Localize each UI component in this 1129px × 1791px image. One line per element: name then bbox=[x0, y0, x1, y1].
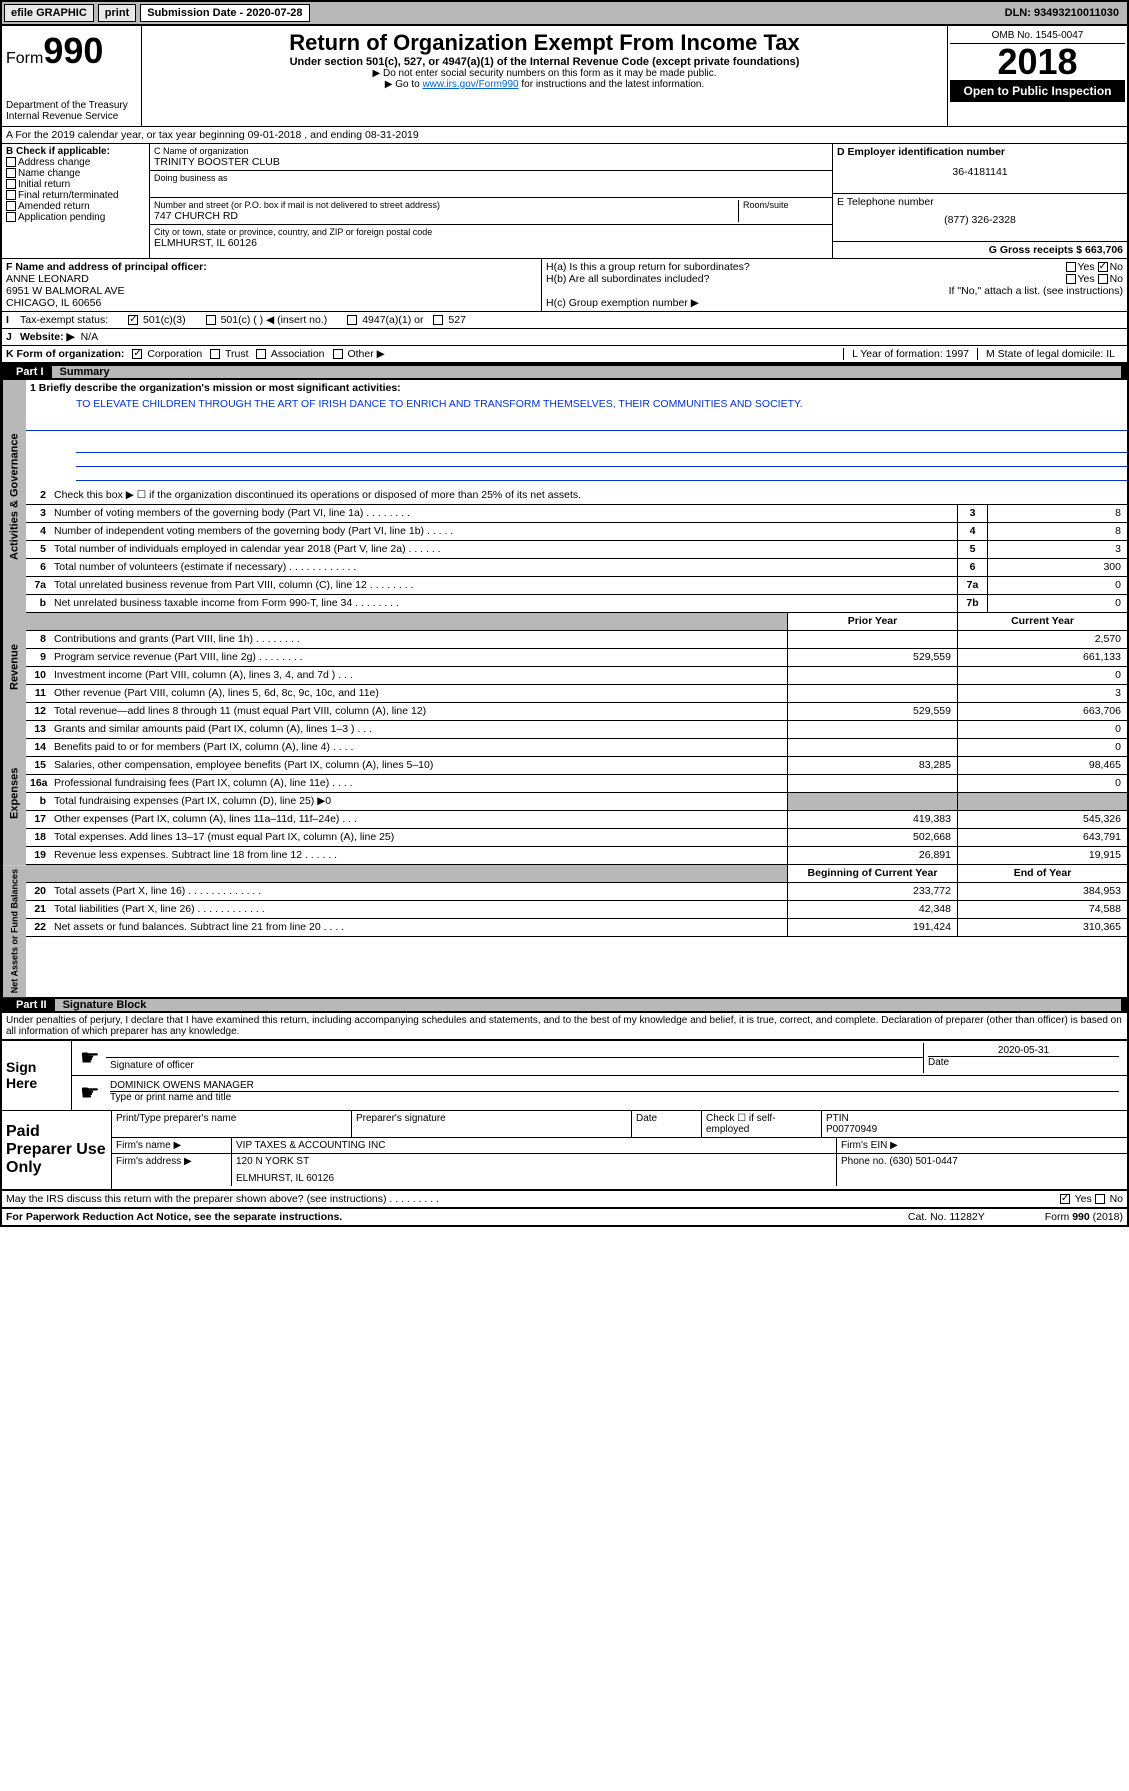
col-d: D Employer identification number 36-4181… bbox=[832, 144, 1127, 258]
irs-link[interactable]: www.irs.gov/Form990 bbox=[422, 79, 518, 90]
submission-date: Submission Date - 2020-07-28 bbox=[140, 4, 309, 22]
top-toolbar: efile GRAPHIC print Submission Date - 20… bbox=[0, 0, 1129, 26]
form-footer: For Paperwork Reduction Act Notice, see … bbox=[2, 1209, 1127, 1225]
org-name: TRINITY BOOSTER CLUB bbox=[154, 156, 828, 168]
ein: 36-4181141 bbox=[837, 166, 1123, 178]
row-j: J Website: ▶ N/A bbox=[2, 329, 1127, 346]
penalty-text: Under penalties of perjury, I declare th… bbox=[2, 1013, 1127, 1040]
summary-row: 12Total revenue—add lines 8 through 11 (… bbox=[26, 703, 1127, 721]
mission-text: TO ELEVATE CHILDREN THROUGH THE ART OF I… bbox=[26, 396, 1127, 431]
summary-row: 8Contributions and grants (Part VIII, li… bbox=[26, 631, 1127, 649]
summary-row: 6Total number of volunteers (estimate if… bbox=[26, 559, 1127, 577]
summary-net: Net Assets or Fund Balances Beginning of… bbox=[2, 865, 1127, 997]
summary-row: 4Number of independent voting members of… bbox=[26, 523, 1127, 541]
cb-initial: Initial return bbox=[6, 179, 145, 190]
summary-row: 13Grants and similar amounts paid (Part … bbox=[26, 721, 1127, 739]
gross-receipts: G Gross receipts $ 663,706 bbox=[833, 242, 1127, 258]
org-address: 747 CHURCH RD bbox=[154, 210, 738, 222]
form-subtitle: Under section 501(c), 527, or 4947(a)(1)… bbox=[150, 56, 939, 68]
sign-here: Sign Here ☛ Signature of officer 2020-05… bbox=[2, 1040, 1127, 1111]
ptin: P00770949 bbox=[826, 1124, 1123, 1135]
form-container: Form990 Department of the Treasury Inter… bbox=[0, 26, 1129, 1227]
summary-exp: Expenses 13Grants and similar amounts pa… bbox=[2, 721, 1127, 865]
form-title: Return of Organization Exempt From Incom… bbox=[150, 30, 939, 56]
part-1-header: Part I Summary bbox=[2, 364, 1127, 380]
summary-row: bNet unrelated business taxable income f… bbox=[26, 595, 1127, 613]
summary-row: 21Total liabilities (Part X, line 26) . … bbox=[26, 901, 1127, 919]
summary-row: 5Total number of individuals employed in… bbox=[26, 541, 1127, 559]
cb-amended: Amended return bbox=[6, 201, 145, 212]
paid-preparer: Paid Preparer Use Only Print/Type prepar… bbox=[2, 1111, 1127, 1191]
dln-label: DLN: 93493210011030 bbox=[1005, 7, 1125, 19]
hb-yes[interactable] bbox=[1066, 274, 1076, 284]
cb-address: Address change bbox=[6, 157, 145, 168]
ha-yes[interactable] bbox=[1066, 262, 1076, 272]
efile-button[interactable]: efile GRAPHIC bbox=[4, 4, 94, 22]
summary-row: bTotal fundraising expenses (Part IX, co… bbox=[26, 793, 1127, 811]
summary-row: 14Benefits paid to or for members (Part … bbox=[26, 739, 1127, 757]
firm-name: VIP TAXES & ACCOUNTING INC bbox=[232, 1138, 837, 1153]
discuss-yes[interactable] bbox=[1060, 1194, 1070, 1204]
firm-phone: Phone no. (630) 501-0447 bbox=[837, 1154, 1127, 1186]
discuss-row: May the IRS discuss this return with the… bbox=[2, 1191, 1127, 1209]
cb-501c3[interactable] bbox=[128, 315, 138, 325]
summary-row: 20Total assets (Part X, line 16) . . . .… bbox=[26, 883, 1127, 901]
row-fh: F Name and address of principal officer:… bbox=[2, 259, 1127, 312]
summary-row: 9Program service revenue (Part VIII, lin… bbox=[26, 649, 1127, 667]
summary-row: 11Other revenue (Part VIII, column (A), … bbox=[26, 685, 1127, 703]
org-city: ELMHURST, IL 60126 bbox=[154, 237, 828, 249]
row-a: A For the 2019 calendar year, or tax yea… bbox=[2, 127, 1127, 144]
summary-row: 16aProfessional fundraising fees (Part I… bbox=[26, 775, 1127, 793]
open-public: Open to Public Inspection bbox=[950, 80, 1125, 102]
summary-rev: Revenue Prior YearCurrent Year 8Contribu… bbox=[2, 613, 1127, 721]
summary-row: 10Investment income (Part VIII, column (… bbox=[26, 667, 1127, 685]
summary-row: 22Net assets or fund balances. Subtract … bbox=[26, 919, 1127, 937]
row-k: K Form of organization: Corporation Trus… bbox=[2, 346, 1127, 364]
row-i: I Tax-exempt status: 501(c)(3) 501(c) ( … bbox=[2, 312, 1127, 329]
dept-label: Department of the Treasury Internal Reve… bbox=[6, 100, 137, 122]
hb-no[interactable] bbox=[1098, 274, 1108, 284]
col-c: C Name of organization TRINITY BOOSTER C… bbox=[150, 144, 832, 258]
cb-pending: Application pending bbox=[6, 212, 145, 223]
summary-row: 19Revenue less expenses. Subtract line 1… bbox=[26, 847, 1127, 865]
ha-no[interactable] bbox=[1098, 262, 1108, 272]
tax-year: 2018 bbox=[950, 44, 1125, 80]
summary-row: 18Total expenses. Add lines 13–17 (must … bbox=[26, 829, 1127, 847]
officer-name: ANNE LEONARD bbox=[6, 273, 537, 285]
summary-row: 15Salaries, other compensation, employee… bbox=[26, 757, 1127, 775]
col-b: B Check if applicable: Address change Na… bbox=[2, 144, 150, 258]
form-header: Form990 Department of the Treasury Inter… bbox=[2, 26, 1127, 127]
cb-final: Final return/terminated bbox=[6, 190, 145, 201]
discuss-no[interactable] bbox=[1095, 1194, 1105, 1204]
cb-name: Name change bbox=[6, 168, 145, 179]
section-bcd: B Check if applicable: Address change Na… bbox=[2, 144, 1127, 259]
form-note-2: ▶ Go to www.irs.gov/Form990 for instruct… bbox=[150, 79, 939, 90]
part-2-header: Part II Signature Block bbox=[2, 997, 1127, 1013]
form-note-1: ▶ Do not enter social security numbers o… bbox=[150, 68, 939, 79]
summary-gov: Activities & Governance 1 Briefly descri… bbox=[2, 380, 1127, 613]
summary-row: 3Number of voting members of the governi… bbox=[26, 505, 1127, 523]
print-button[interactable]: print bbox=[98, 4, 136, 22]
summary-row: 17Other expenses (Part IX, column (A), l… bbox=[26, 811, 1127, 829]
phone: (877) 326-2328 bbox=[837, 214, 1123, 226]
form-number: Form990 bbox=[6, 30, 137, 72]
summary-row: 7aTotal unrelated business revenue from … bbox=[26, 577, 1127, 595]
